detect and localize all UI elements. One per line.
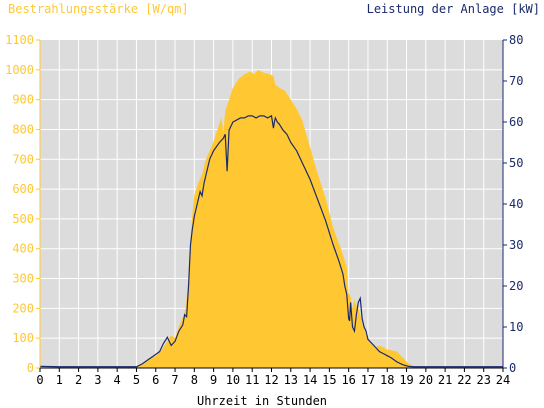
left-tick-label: 0	[27, 361, 34, 375]
x-tick-label: 22	[457, 373, 471, 387]
left-tick-label: 700	[12, 152, 34, 166]
left-tick-label: 600	[12, 182, 34, 196]
right-tick-label: 80	[509, 33, 523, 47]
right-tick-label: 30	[509, 238, 523, 252]
right-tick-label: 60	[509, 115, 523, 129]
x-axis-label: Uhrzeit in Stunden	[197, 394, 327, 408]
x-tick-label: 18	[380, 373, 394, 387]
right-tick-label: 40	[509, 197, 523, 211]
x-tick-label: 4	[114, 373, 121, 387]
x-tick-label: 9	[210, 373, 217, 387]
x-tick-label: 16	[341, 373, 355, 387]
left-tick-label: 1100	[5, 33, 34, 47]
right-tick-label: 20	[509, 279, 523, 293]
x-tick-label: 8	[191, 373, 198, 387]
x-tick-label: 21	[438, 373, 452, 387]
x-tick-label: 13	[284, 373, 298, 387]
x-tick-label: 1	[56, 373, 63, 387]
x-tick-label: 14	[303, 373, 317, 387]
power-line	[39, 114, 503, 368]
left-tick-label: 800	[12, 122, 34, 136]
irradiance-area	[40, 69, 503, 368]
right-tick-label: 0	[509, 361, 516, 375]
x-tick-label: 2	[75, 373, 82, 387]
x-tick-label: 23	[476, 373, 490, 387]
left-tick-label: 100	[12, 331, 34, 345]
x-tick-label: 0	[36, 373, 43, 387]
x-tick-label: 15	[322, 373, 336, 387]
x-tick-label: 11	[245, 373, 259, 387]
x-tick-label: 12	[264, 373, 278, 387]
left-axis-title: Bestrahlungsstärke [W/qm]	[8, 2, 189, 16]
x-tick-label: 10	[226, 373, 240, 387]
left-tick-label: 500	[12, 212, 34, 226]
tick-labels: 0100200300400500600700800900100011000102…	[5, 33, 523, 387]
x-tick-label: 6	[152, 373, 159, 387]
right-tick-label: 10	[509, 320, 523, 334]
left-tick-label: 400	[12, 242, 34, 256]
x-tick-label: 5	[133, 373, 140, 387]
left-tick-label: 900	[12, 93, 34, 107]
x-tick-label: 19	[399, 373, 413, 387]
right-tick-label: 70	[509, 74, 523, 88]
right-axis-title: Leistung der Anlage [kW]	[367, 2, 540, 16]
x-tick-label: 20	[419, 373, 433, 387]
x-tick-label: 17	[361, 373, 375, 387]
left-tick-label: 300	[12, 272, 34, 286]
right-tick-label: 50	[509, 156, 523, 170]
x-tick-label: 3	[94, 373, 101, 387]
x-tick-label: 24	[496, 373, 510, 387]
left-tick-label: 200	[12, 301, 34, 315]
x-tick-label: 7	[171, 373, 178, 387]
left-tick-label: 1000	[5, 63, 34, 77]
